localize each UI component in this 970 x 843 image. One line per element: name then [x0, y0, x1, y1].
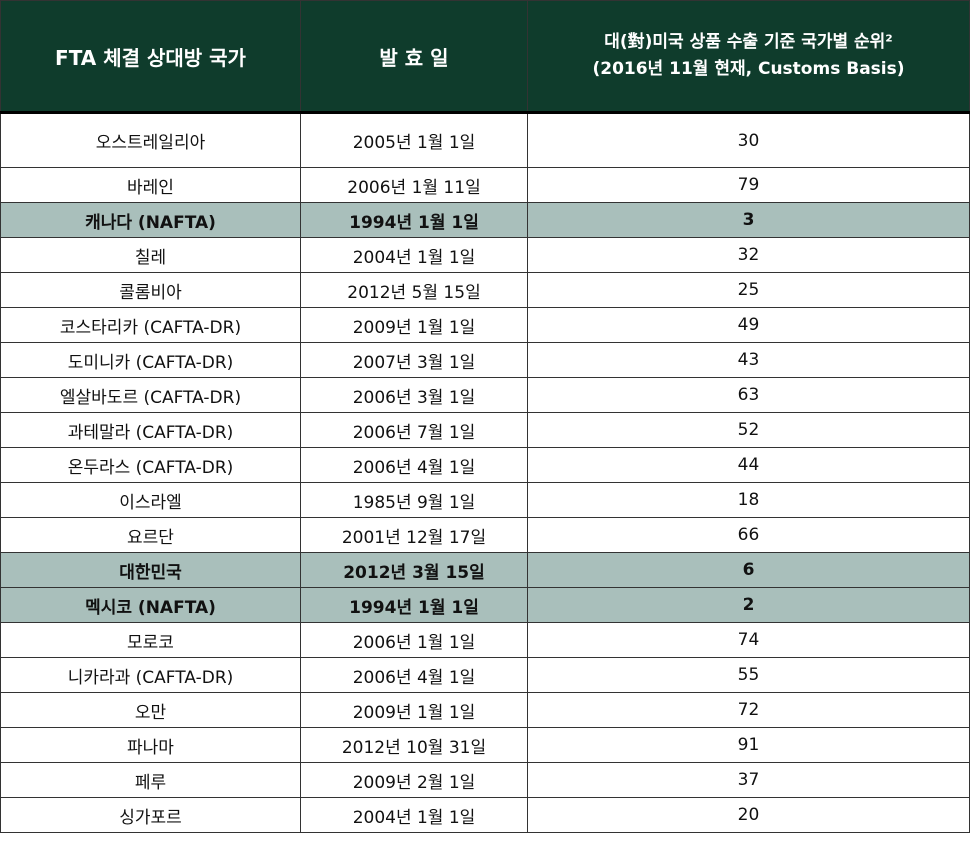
rank-cell: 49 [527, 307, 970, 343]
rank-cell: 43 [527, 342, 970, 378]
table-row: 모로코 2006년 1월 1일 74 [0, 622, 970, 658]
country-cell: 모로코 [0, 622, 301, 658]
date-cell: 2005년 1월 1일 [300, 112, 528, 168]
rank-cell: 25 [527, 272, 970, 308]
header-export-rank-line2: (2016년 11월 현재, Customs Basis) [592, 59, 905, 79]
table-row: 오스트레일리아 2005년 1월 1일 30 [0, 112, 970, 168]
rank-cell: 2 [527, 587, 970, 623]
date-cell: 2004년 1월 1일 [300, 237, 528, 273]
country-cell: 오만 [0, 692, 301, 728]
table-row: 파나마 2012년 10월 31일 91 [0, 727, 970, 763]
date-cell: 2006년 4월 1일 [300, 657, 528, 693]
date-cell: 2006년 7월 1일 [300, 412, 528, 448]
rank-cell: 18 [527, 482, 970, 518]
country-cell: 코스타리카 (CAFTA-DR) [0, 307, 301, 343]
date-cell: 1985년 9월 1일 [300, 482, 528, 518]
rank-cell: 32 [527, 237, 970, 273]
date-cell: 2009년 1월 1일 [300, 692, 528, 728]
date-cell: 1994년 1월 1일 [300, 202, 528, 238]
country-cell: 과테말라 (CAFTA-DR) [0, 412, 301, 448]
table-row: 요르단 2001년 12월 17일 66 [0, 517, 970, 553]
table-header: FTA 체결 상대방 국가 발 효 일 대(對)미국 상품 수출 기준 국가별 … [0, 0, 970, 114]
rank-cell: 55 [527, 657, 970, 693]
table-row: 온두라스 (CAFTA-DR) 2006년 4월 1일 44 [0, 447, 970, 483]
country-cell: 이스라엘 [0, 482, 301, 518]
country-cell: 싱가포르 [0, 797, 301, 833]
table-row: 콜롬비아 2012년 5월 15일 25 [0, 272, 970, 308]
country-cell: 대한민국 [0, 552, 301, 588]
table-row-highlighted: 대한민국 2012년 3월 15일 6 [0, 552, 970, 588]
date-cell: 2007년 3월 1일 [300, 342, 528, 378]
date-cell: 2006년 1월 11일 [300, 167, 528, 203]
table-row-highlighted: 캐나다 (NAFTA) 1994년 1월 1일 3 [0, 202, 970, 238]
table-row: 이스라엘 1985년 9월 1일 18 [0, 482, 970, 518]
table-row: 오만 2009년 1월 1일 72 [0, 692, 970, 728]
table-row: 칠레 2004년 1월 1일 32 [0, 237, 970, 273]
rank-cell: 72 [527, 692, 970, 728]
rank-cell: 3 [527, 202, 970, 238]
country-cell: 오스트레일리아 [0, 112, 301, 168]
country-cell: 바레인 [0, 167, 301, 203]
country-cell: 칠레 [0, 237, 301, 273]
country-cell: 요르단 [0, 517, 301, 553]
table-row: 니카라과 (CAFTA-DR) 2006년 4월 1일 55 [0, 657, 970, 693]
date-cell: 2001년 12월 17일 [300, 517, 528, 553]
table-row: 도미니카 (CAFTA-DR) 2007년 3월 1일 43 [0, 342, 970, 378]
date-cell: 2012년 10월 31일 [300, 727, 528, 763]
rank-cell: 52 [527, 412, 970, 448]
table-row: 코스타리카 (CAFTA-DR) 2009년 1월 1일 49 [0, 307, 970, 343]
date-cell: 2012년 5월 15일 [300, 272, 528, 308]
date-cell: 2012년 3월 15일 [300, 552, 528, 588]
country-cell: 캐나다 (NAFTA) [0, 202, 301, 238]
rank-cell: 44 [527, 447, 970, 483]
table-row-highlighted: 멕시코 (NAFTA) 1994년 1월 1일 2 [0, 587, 970, 623]
date-cell: 2004년 1월 1일 [300, 797, 528, 833]
rank-cell: 79 [527, 167, 970, 203]
country-cell: 콜롬비아 [0, 272, 301, 308]
header-country: FTA 체결 상대방 국가 [0, 0, 301, 114]
country-cell: 온두라스 (CAFTA-DR) [0, 447, 301, 483]
header-row: FTA 체결 상대방 국가 발 효 일 대(對)미국 상품 수출 기준 국가별 … [0, 0, 970, 114]
rank-cell: 63 [527, 377, 970, 413]
country-cell: 멕시코 (NAFTA) [0, 587, 301, 623]
table-row: 엘살바도르 (CAFTA-DR) 2006년 3월 1일 63 [0, 377, 970, 413]
country-cell: 페루 [0, 762, 301, 798]
rank-cell: 20 [527, 797, 970, 833]
header-export-rank-line1: 대(對)미국 상품 수출 기준 국가별 순위² [604, 32, 893, 52]
date-cell: 2006년 1월 1일 [300, 622, 528, 658]
rank-cell: 37 [527, 762, 970, 798]
table-body: 오스트레일리아 2005년 1월 1일 30 바레인 2006년 1월 11일 … [0, 112, 970, 833]
table-row: 바레인 2006년 1월 11일 79 [0, 167, 970, 203]
header-effective-date: 발 효 일 [300, 0, 528, 114]
date-cell: 2009년 2월 1일 [300, 762, 528, 798]
country-cell: 엘살바도르 (CAFTA-DR) [0, 377, 301, 413]
country-cell: 도미니카 (CAFTA-DR) [0, 342, 301, 378]
table-row: 과테말라 (CAFTA-DR) 2006년 7월 1일 52 [0, 412, 970, 448]
date-cell: 2006년 3월 1일 [300, 377, 528, 413]
header-export-rank: 대(對)미국 상품 수출 기준 국가별 순위² (2016년 11월 현재, C… [527, 0, 970, 114]
rank-cell: 6 [527, 552, 970, 588]
rank-cell: 91 [527, 727, 970, 763]
date-cell: 2006년 4월 1일 [300, 447, 528, 483]
rank-cell: 66 [527, 517, 970, 553]
country-cell: 파나마 [0, 727, 301, 763]
rank-cell: 74 [527, 622, 970, 658]
country-cell: 니카라과 (CAFTA-DR) [0, 657, 301, 693]
rank-cell: 30 [527, 112, 970, 168]
table-row: 페루 2009년 2월 1일 37 [0, 762, 970, 798]
date-cell: 2009년 1월 1일 [300, 307, 528, 343]
table-row: 싱가포르 2004년 1월 1일 20 [0, 797, 970, 833]
date-cell: 1994년 1월 1일 [300, 587, 528, 623]
